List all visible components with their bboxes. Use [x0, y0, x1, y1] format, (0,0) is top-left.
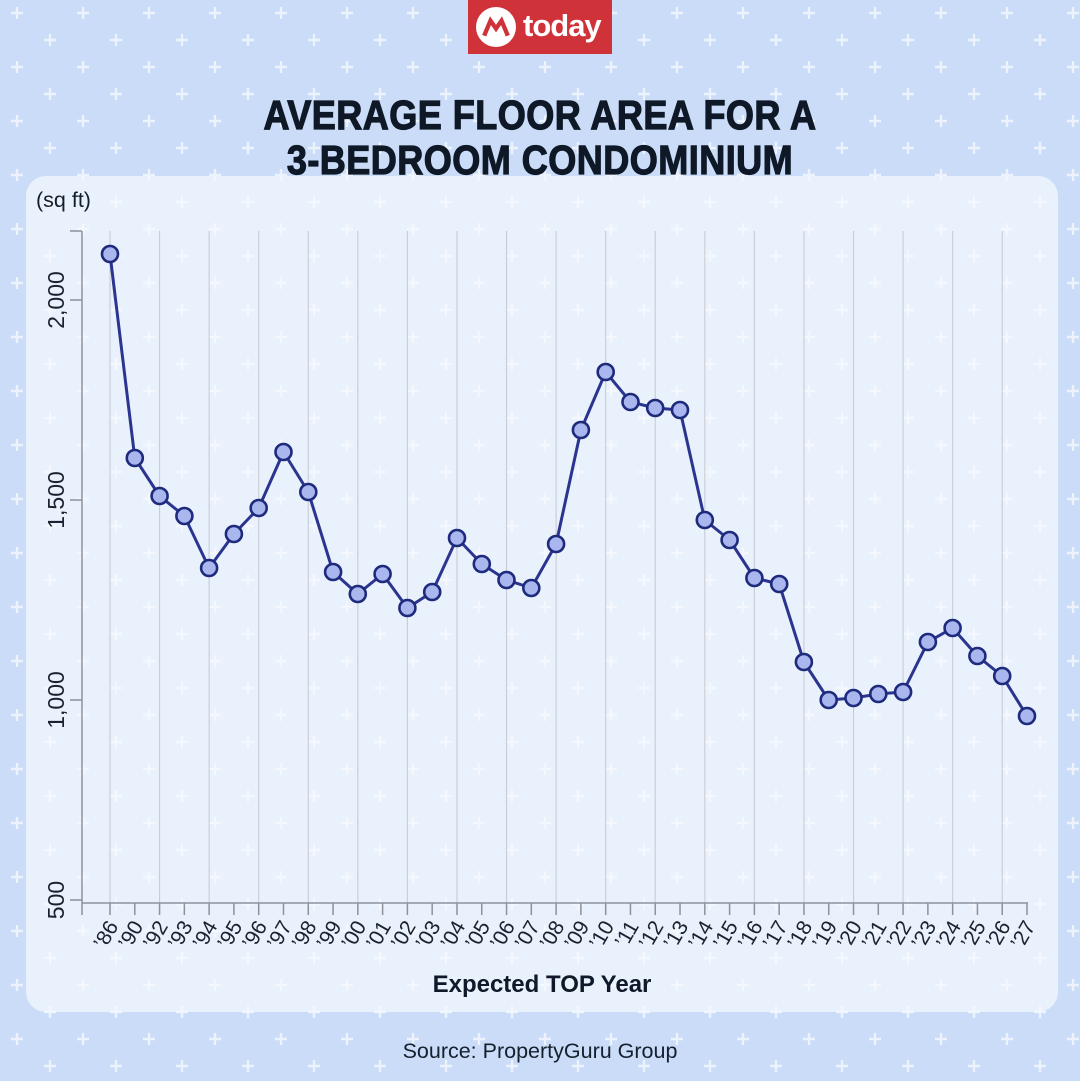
- x-tick-label: ’27: [1006, 917, 1040, 953]
- axes-line: [81, 231, 1028, 904]
- data-point: [150, 486, 169, 506]
- data-point: [398, 598, 417, 618]
- data-point: [819, 690, 839, 710]
- data-point: [645, 398, 665, 418]
- data-point: [571, 420, 591, 440]
- y-tick-label: 2,000: [43, 271, 69, 329]
- data-point: [893, 682, 913, 702]
- data-point: [621, 392, 640, 412]
- data-point: [447, 528, 467, 548]
- data-point: [670, 400, 690, 420]
- source-credit: Source: PropertyGuru Group: [402, 1039, 678, 1063]
- panel-plus-pattern: [26, 176, 1058, 1012]
- data-point: [348, 584, 368, 604]
- chart-panel: 500 1,000 1,500 2,000’86’90’92’93’94’95’96’…: [26, 176, 1058, 1012]
- data-point: [769, 574, 789, 594]
- data-point: [868, 684, 888, 704]
- data-point: [992, 666, 1012, 686]
- y-tick-label: 1,500: [43, 471, 69, 529]
- data-point: [298, 482, 318, 502]
- data-point: [472, 554, 492, 574]
- data-point: [546, 534, 566, 554]
- data-point: [794, 652, 814, 672]
- data-point: [1017, 706, 1037, 726]
- data-point: [497, 570, 516, 590]
- data-point: [100, 244, 120, 264]
- data-point: [224, 524, 244, 544]
- page-title-line1: AVERAGE FLOOR AREA FOR A: [263, 92, 817, 139]
- y-tick-label: 500: [43, 881, 69, 919]
- data-point: [521, 578, 541, 598]
- data-point: [695, 510, 715, 530]
- data-point: [274, 442, 293, 462]
- page-title-line2: 3-BEDROOM CONDOMINIUM: [286, 137, 794, 184]
- data-point: [323, 562, 343, 582]
- data-point: [844, 688, 863, 708]
- data-point: [422, 582, 442, 602]
- mediacorp-m-icon: [476, 7, 516, 47]
- data-point: [125, 448, 145, 468]
- data-point: [249, 498, 268, 518]
- data-point: [199, 558, 219, 578]
- data-point: [596, 362, 616, 382]
- today-logo: today: [468, 0, 612, 54]
- data-point: [175, 506, 194, 526]
- y-tick-label: 1,000: [43, 671, 69, 729]
- page-title: AVERAGE FLOOR AREA FOR A 3-BEDROOM CONDO…: [65, 92, 1015, 184]
- data-point: [918, 632, 938, 652]
- data-point: [943, 618, 962, 638]
- line-chart: 5001,0001,5002,000’86’90’92’93’94’95’96’…: [43, 230, 1040, 953]
- data-point: [720, 530, 739, 550]
- logo-wordmark: today: [523, 7, 602, 43]
- data-point: [968, 646, 987, 666]
- data-line: [108, 253, 1029, 717]
- x-axis-title: Expected TOP Year: [432, 971, 652, 998]
- y-axis-unit-label: (sq ft): [36, 188, 91, 212]
- data-point: [745, 568, 764, 588]
- data-point: [373, 564, 392, 584]
